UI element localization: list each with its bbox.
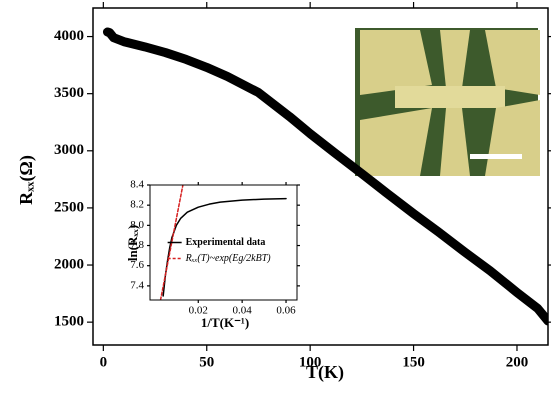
- x-tick-label: 100: [299, 354, 322, 370]
- y-tick-label: 2000: [54, 256, 84, 272]
- plot-frame: [92, 7, 549, 346]
- y-tick-label: 8.4: [130, 179, 144, 191]
- x-axis-label: T(K): [306, 362, 344, 383]
- y-tick-label: 7.6: [130, 259, 144, 271]
- data-line: [102, 27, 548, 326]
- micrograph: [355, 28, 540, 176]
- x-tick-label: 0.06: [276, 305, 296, 317]
- x-axis-label: 1/T(K⁻¹): [201, 315, 249, 330]
- y-tick-label: 1500: [54, 314, 84, 330]
- y-tick-label: 8.2: [130, 199, 144, 211]
- plot-frame: [149, 184, 298, 301]
- x-tick-label: 0: [100, 354, 108, 370]
- y-tick-label: 3500: [54, 85, 84, 101]
- y-tick-label: 2500: [54, 199, 84, 215]
- legend-label: Rₓₓ(T)~exp(Eg/2kBT): [185, 253, 272, 264]
- inset-chart: 0.02 0.04 0.06 7.4 7.6 7.8 8.0 8.2 8.4 1/T(K⁻¹) ln…: [125, 179, 300, 330]
- x-tick-label: 0.04: [233, 305, 253, 317]
- y-tick-label: 7.4: [130, 279, 144, 291]
- y-tick-label: 8.0: [130, 219, 144, 231]
- legend-label: Experimental data: [186, 237, 266, 248]
- y-axis-label: ln(Rₓₓ): [125, 225, 140, 261]
- y-tick-label: 3000: [54, 142, 84, 158]
- x-tick-label: 0.02: [189, 305, 208, 317]
- y-axis-label: Rₓₓ(Ω): [16, 155, 37, 205]
- x-tick-label: 200: [506, 354, 529, 370]
- x-tick-label: 150: [402, 354, 425, 370]
- main-chart: 0 50 100 150 200 1500 2000 2500 3000 3500 4000 T(K)…: [16, 2, 551, 383]
- y-tick-label: 7.8: [130, 239, 144, 251]
- y-tick-label: 4000: [54, 28, 84, 44]
- x-tick-label: 50: [199, 354, 214, 370]
